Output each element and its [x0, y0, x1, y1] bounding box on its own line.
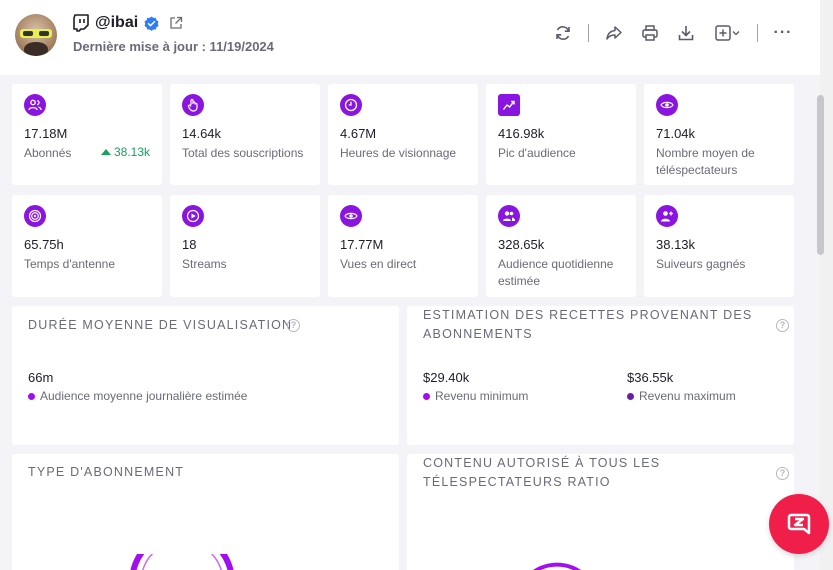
users-icon	[498, 205, 520, 227]
stat-card-souscriptions: 14.64k Total des souscriptions	[170, 84, 320, 185]
stat-value: 328.65k	[498, 237, 545, 252]
users-icon	[24, 94, 46, 116]
share-icon	[606, 26, 622, 40]
panel-title: ESTIMATION DES RECETTES PROVENANT DES AB…	[423, 308, 753, 341]
stat-label: Audience quotidienne estimée	[498, 257, 614, 288]
arrow-up-icon	[100, 149, 111, 155]
verified-badge-icon	[144, 15, 159, 31]
scrollbar-track[interactable]	[820, 0, 833, 570]
download-icon	[678, 26, 694, 41]
more-options-button[interactable]: ···	[773, 24, 793, 41]
twitch-icon	[73, 14, 89, 32]
stat-label: Suiveurs gagnés	[656, 257, 746, 271]
stat-card-visionnage: 4.67M Heures de visionnage	[328, 84, 478, 185]
toolbar-separator	[757, 24, 758, 42]
legend-dot	[28, 392, 35, 400]
eye-icon	[340, 205, 362, 227]
legend-item: Audience moyenne journalière estimée	[28, 389, 247, 403]
stat-label: Abonnés	[24, 146, 72, 160]
stat-label: Total des souscriptions	[182, 146, 304, 160]
print-button[interactable]	[639, 22, 661, 44]
trending-chart-icon	[498, 94, 520, 116]
stat-value: 38.13k	[656, 237, 696, 252]
chat-support-button[interactable]	[769, 494, 829, 554]
stat-label: Pic d'audience	[498, 146, 576, 160]
watch-duration-panel: DURÉE MOYENNE DE VISUALISATION ? 66m Aud…	[12, 306, 399, 445]
refresh-button[interactable]	[552, 22, 574, 44]
hand-pointer-icon	[182, 94, 204, 116]
stat-card-moyen-telespectateurs: 71.04k Nombre moyen de téléspectateurs	[644, 84, 794, 185]
add-box-icon	[715, 25, 731, 41]
donut-chart-top	[130, 554, 234, 570]
legend-item-max: Revenu maximum	[627, 389, 736, 403]
stat-card-streams: 18 Streams	[170, 195, 320, 297]
subscription-type-panel: TYPE D'ABONNEMENT	[12, 454, 399, 570]
stat-value: 14.64k	[182, 126, 222, 141]
eye-icon	[656, 94, 678, 116]
stat-value: 416.98k	[498, 126, 545, 141]
stat-label: Temps d'antenne	[24, 257, 116, 271]
panel-title: DURÉE MOYENNE DE VISUALISATION	[28, 318, 293, 332]
stat-value: 71.04k	[656, 126, 696, 141]
toolbar-separator	[588, 24, 589, 42]
channel-handle: @ibai	[95, 14, 139, 31]
stat-card-abonnes: 17.18M Abonnés 38.13k	[12, 84, 162, 185]
stat-delta: 38.13k	[100, 145, 150, 159]
stat-value: 17.18M	[24, 126, 68, 141]
stat-card-audience-quotidienne: 328.65k Audience quotidienne estimée	[486, 195, 636, 297]
add-dropdown-button[interactable]	[711, 22, 743, 44]
avatar	[15, 14, 57, 56]
revenue-estimate-panel: ESTIMATION DES RECETTES PROVENANT DES AB…	[407, 306, 794, 445]
scrollbar-thumb[interactable]	[817, 95, 824, 255]
stat-label: Heures de visionnage	[340, 146, 457, 160]
stat-card-pic-audience: 416.98k Pic d'audience	[486, 84, 636, 185]
stat-card-temps-antenne: 65.75h Temps d'antenne	[12, 195, 162, 297]
revenue-min-value: $29.40k	[423, 370, 470, 385]
legend-dot	[423, 392, 430, 400]
help-icon[interactable]: ?	[287, 319, 300, 332]
user-plus-icon	[656, 205, 678, 227]
clock-icon	[340, 94, 362, 116]
stat-value: 17.77M	[340, 237, 384, 252]
stat-value: 65.75h	[24, 237, 64, 252]
help-icon[interactable]: ?	[776, 467, 789, 480]
stat-value: 4.67M	[340, 126, 377, 141]
panel-title: TYPE D'ABONNEMENT	[28, 465, 185, 479]
stat-label: Nombre moyen de téléspectateurs	[656, 146, 755, 177]
panel-title: CONTENU AUTORISÉ À TOUS LES TÉLESPECTATE…	[423, 456, 661, 489]
stat-value: 18	[182, 237, 197, 252]
revenue-max-value: $36.55k	[627, 370, 674, 385]
legend-dot	[627, 392, 634, 400]
content-rating-panel: CONTENU AUTORISÉ À TOUS LES TÉLESPECTATE…	[407, 454, 794, 570]
watch-duration-value: 66m	[28, 370, 54, 385]
chat-icon	[787, 513, 811, 535]
stat-card-vues-direct: 17.77M Vues en direct	[328, 195, 478, 297]
donut-chart-top	[533, 562, 581, 570]
stat-label: Vues en direct	[340, 257, 417, 271]
share-button[interactable]	[603, 22, 625, 44]
title-row: @ibai	[73, 14, 183, 32]
toolbar: ···	[552, 22, 794, 44]
help-icon[interactable]: ?	[776, 319, 789, 332]
stat-label: Streams	[182, 257, 227, 271]
external-link-icon[interactable]	[169, 16, 183, 30]
play-icon	[182, 205, 204, 227]
last-updated: Dernière mise à jour : 11/19/2024	[73, 39, 274, 54]
profile-header: @ibai Dernière mise à jour : 11/19/2024	[0, 0, 820, 75]
refresh-icon	[556, 26, 570, 40]
chevron-down-icon	[732, 31, 740, 36]
legend-item-min: Revenu minimum	[423, 389, 528, 403]
printer-icon	[642, 25, 658, 41]
stat-card-suiveurs-gagnes: 38.13k Suiveurs gagnés	[644, 195, 794, 297]
target-icon	[24, 205, 46, 227]
download-button[interactable]	[675, 22, 697, 44]
